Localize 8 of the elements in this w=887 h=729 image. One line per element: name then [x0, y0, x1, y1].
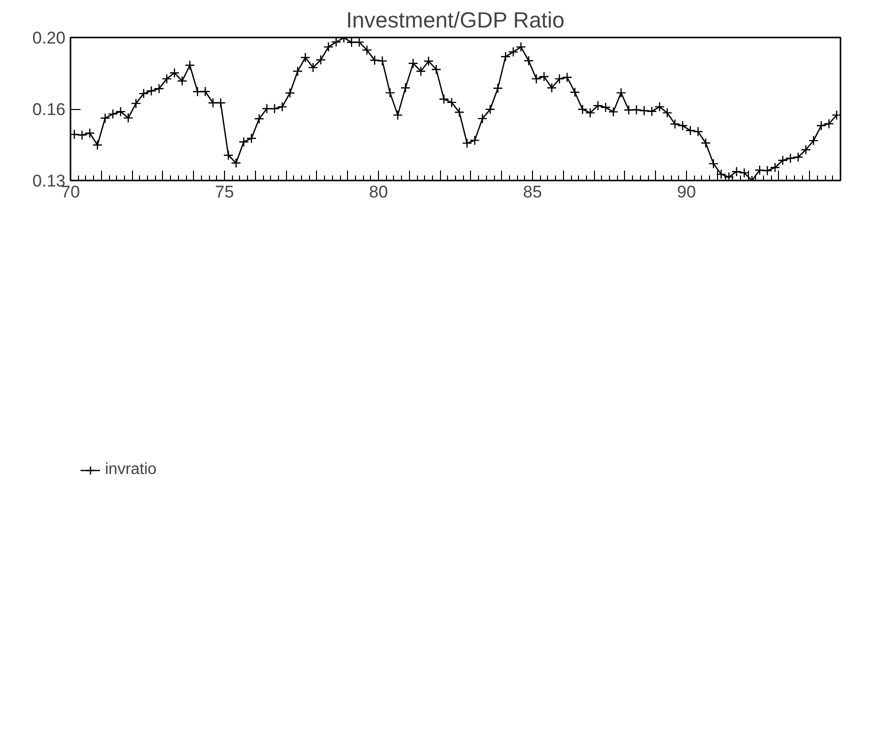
y-tick-label: 0.16 — [32, 100, 66, 119]
legend-label: invratio — [105, 461, 157, 479]
chart-title: Investment/GDP Ratio — [346, 8, 565, 32]
x-tick-label: 80 — [369, 182, 388, 202]
x-tick-label: 90 — [677, 182, 696, 202]
x-tick-label: 85 — [523, 182, 542, 202]
y-tick-label: 0.20 — [32, 28, 66, 48]
x-tick-label: 75 — [215, 182, 234, 202]
